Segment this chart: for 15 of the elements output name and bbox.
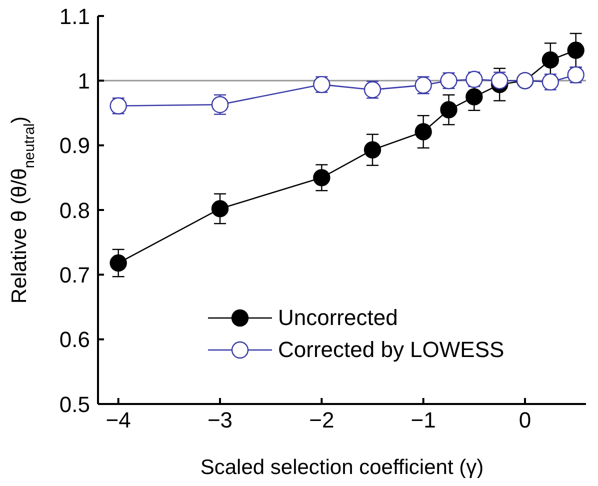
x-tick-label: −4 — [106, 408, 131, 433]
x-tick-label: −3 — [207, 408, 233, 433]
x-axis-title: Scaled selection coefficient (γ) — [200, 456, 484, 479]
legend-label: Corrected by LOWESS — [278, 336, 504, 364]
y-tick-label: 1.1 — [59, 4, 90, 29]
x-tick-label: −2 — [309, 408, 334, 433]
legend-label: Uncorrected — [278, 304, 398, 332]
y-tick-label: 1 — [78, 68, 90, 94]
y-tick-label: 0.8 — [59, 198, 90, 223]
y-tick-label: 0.9 — [59, 133, 90, 158]
x-tick-label: −1 — [410, 408, 436, 433]
y-tick-label: 0.6 — [59, 327, 90, 352]
x-tick-label: 0 — [518, 408, 532, 433]
y-tick-label: 0.7 — [59, 262, 90, 288]
y-tick-label: 0.5 — [59, 392, 90, 417]
